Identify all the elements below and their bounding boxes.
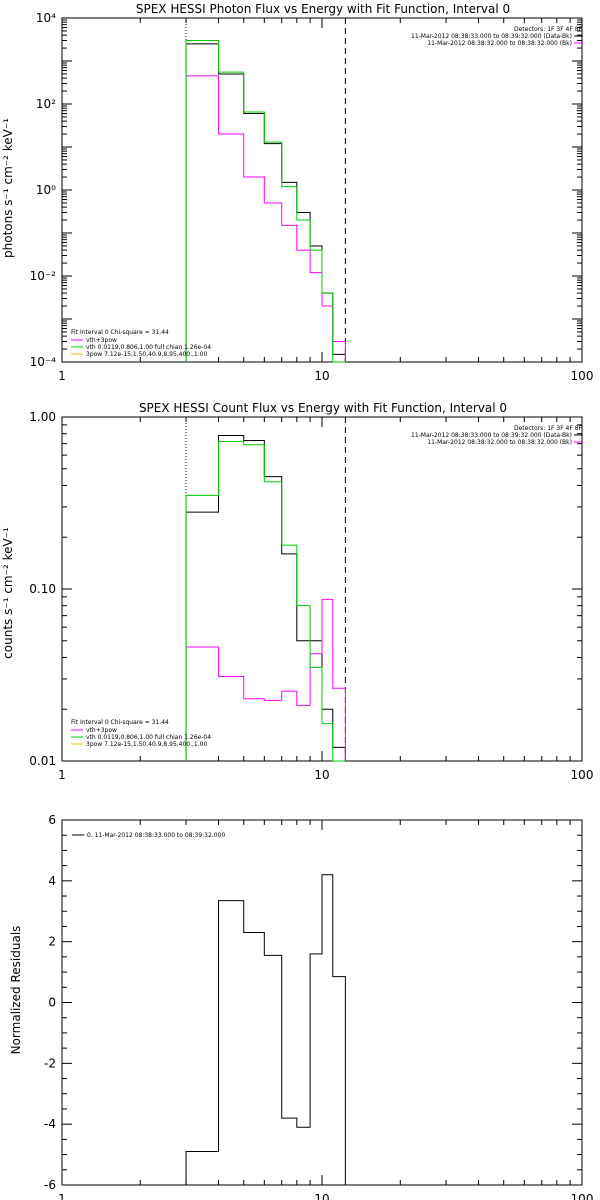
- y-axis-label: photons s⁻¹ cm⁻² keV⁻¹: [1, 118, 15, 258]
- legend-text: 11-Mar-2012 08:38:32.000 to 08:38:32.000…: [427, 439, 572, 446]
- legend-text: Fit Interval 0 Chi-square = 31.44: [71, 329, 169, 336]
- chart-title: SPEX HESSI Photon Flux vs Energy with Fi…: [136, 2, 510, 16]
- x-tick-label: 100: [571, 369, 594, 383]
- legend-bottom-left: Fit Interval 0 Chi-square = 31.44 vth+3p…: [71, 329, 211, 358]
- legend-top-right: Detectors: 1F 3F 4F 8F 11-Mar-2012 08:38…: [411, 425, 583, 446]
- x-tick-label: 10: [314, 369, 329, 383]
- x-tick-label: 1: [58, 768, 66, 782]
- legend-text: 3pow 7.12e-15,1.50,40.9,8.95,400.,1.00: [86, 351, 207, 358]
- x-tick-label: 1: [58, 369, 66, 383]
- y-tick-label: -6: [44, 1178, 56, 1192]
- x-tick-label: 10: [314, 1192, 329, 1200]
- legend-text: 11-Mar-2012 08:38:33.000 to 08:39:32.000…: [411, 432, 572, 439]
- y-tick-label: 10⁴: [36, 11, 56, 25]
- legend-text: 0. 11-Mar-2012 08:38:33.000 to 08:39:32.…: [87, 832, 225, 839]
- legend-text: Fit Interval 0 Chi-square = 31.44: [71, 719, 169, 726]
- plot-frame: [61, 17, 583, 363]
- legend-top-right: Detectors: 1F 3F 4F 8F 11-Mar-2012 08:38…: [411, 26, 583, 47]
- legend-text: 11-Mar-2012 08:38:32.000 to 08:38:32.000…: [427, 40, 572, 47]
- series-line: [185, 598, 346, 761]
- y-tick-label: 10⁰: [36, 183, 56, 197]
- x-tick-label: 100: [571, 768, 594, 782]
- legend-text: vth 0.0119,0.806,1.00 full chian 1.26e-0…: [86, 734, 211, 741]
- y-tick-label: 1.00: [29, 410, 56, 424]
- y-tick-label: 10⁻²: [30, 269, 57, 283]
- legend-text: Detectors: 1F 3F 4F 8F: [514, 26, 583, 33]
- chart-title: SPEX HESSI Count Flux vs Energy with Fit…: [139, 401, 507, 415]
- y-tick-label: 0: [48, 996, 56, 1010]
- series-line: [185, 75, 346, 362]
- series-line: [185, 874, 346, 1185]
- y-axis-label: Normalized Residuals: [9, 926, 23, 1055]
- legend-text: vth+3pow: [86, 337, 117, 344]
- y-tick-label: 0.01: [29, 754, 56, 768]
- legend-text: Detectors: 1F 3F 4F 8F: [514, 425, 583, 432]
- legend-bottom-left: Fit Interval 0 Chi-square = 31.44 vth+3p…: [71, 719, 211, 748]
- x-tick-label: 100: [571, 1192, 594, 1200]
- y-tick-label: -4: [44, 1117, 56, 1131]
- y-tick-label: 2: [48, 935, 56, 949]
- legend-text: vth+3pow: [86, 727, 117, 734]
- x-tick-label: 1: [58, 1192, 66, 1200]
- legend: 0. 11-Mar-2012 08:38:33.000 to 08:39:32.…: [72, 832, 225, 839]
- legend-text: 3pow 7.12e-15,1.50,40.9,8.95,400.,1.00: [86, 741, 207, 748]
- photon-flux-chart: SPEX HESSI Photon Flux vs Energy with Fi…: [1, 2, 594, 383]
- x-tick-label: 10: [314, 768, 329, 782]
- y-tick-label: 4: [48, 874, 56, 888]
- residuals-chart: Normalized Residuals 1 10 100 6 4 2 0 -2 -4 -6 0.…: [9, 813, 594, 1200]
- series-line: [185, 435, 346, 761]
- y-tick-label: 10⁻⁴: [30, 355, 57, 369]
- y-tick-label: -2: [44, 1056, 56, 1070]
- series-line: [185, 441, 346, 762]
- series-line: [185, 39, 346, 363]
- y-tick-label: 0.10: [29, 582, 56, 596]
- y-axis-label: counts s⁻¹ cm⁻² keV⁻¹: [1, 527, 15, 659]
- legend-text: vth 0.0119,0.806,1.00 full chian 1.26e-0…: [86, 344, 211, 351]
- y-tick-label: 6: [48, 813, 56, 827]
- y-tick-label: 10²: [36, 97, 56, 111]
- count-flux-chart: SPEX HESSI Count Flux vs Energy with Fit…: [1, 401, 594, 782]
- legend-text: 11-Mar-2012 08:38:33.000 to 08:39:32.000…: [411, 33, 572, 40]
